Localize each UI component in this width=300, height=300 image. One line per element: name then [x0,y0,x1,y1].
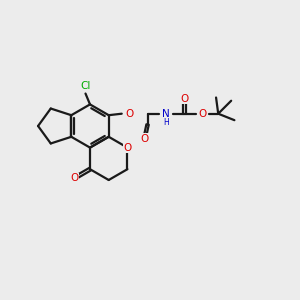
Text: H: H [163,118,169,127]
Text: O: O [199,109,207,119]
Text: O: O [123,142,131,153]
Text: N: N [162,109,170,119]
Text: O: O [180,94,188,103]
Text: O: O [140,134,149,143]
Text: O: O [125,109,134,119]
Text: Cl: Cl [80,81,91,91]
Text: O: O [70,173,78,183]
